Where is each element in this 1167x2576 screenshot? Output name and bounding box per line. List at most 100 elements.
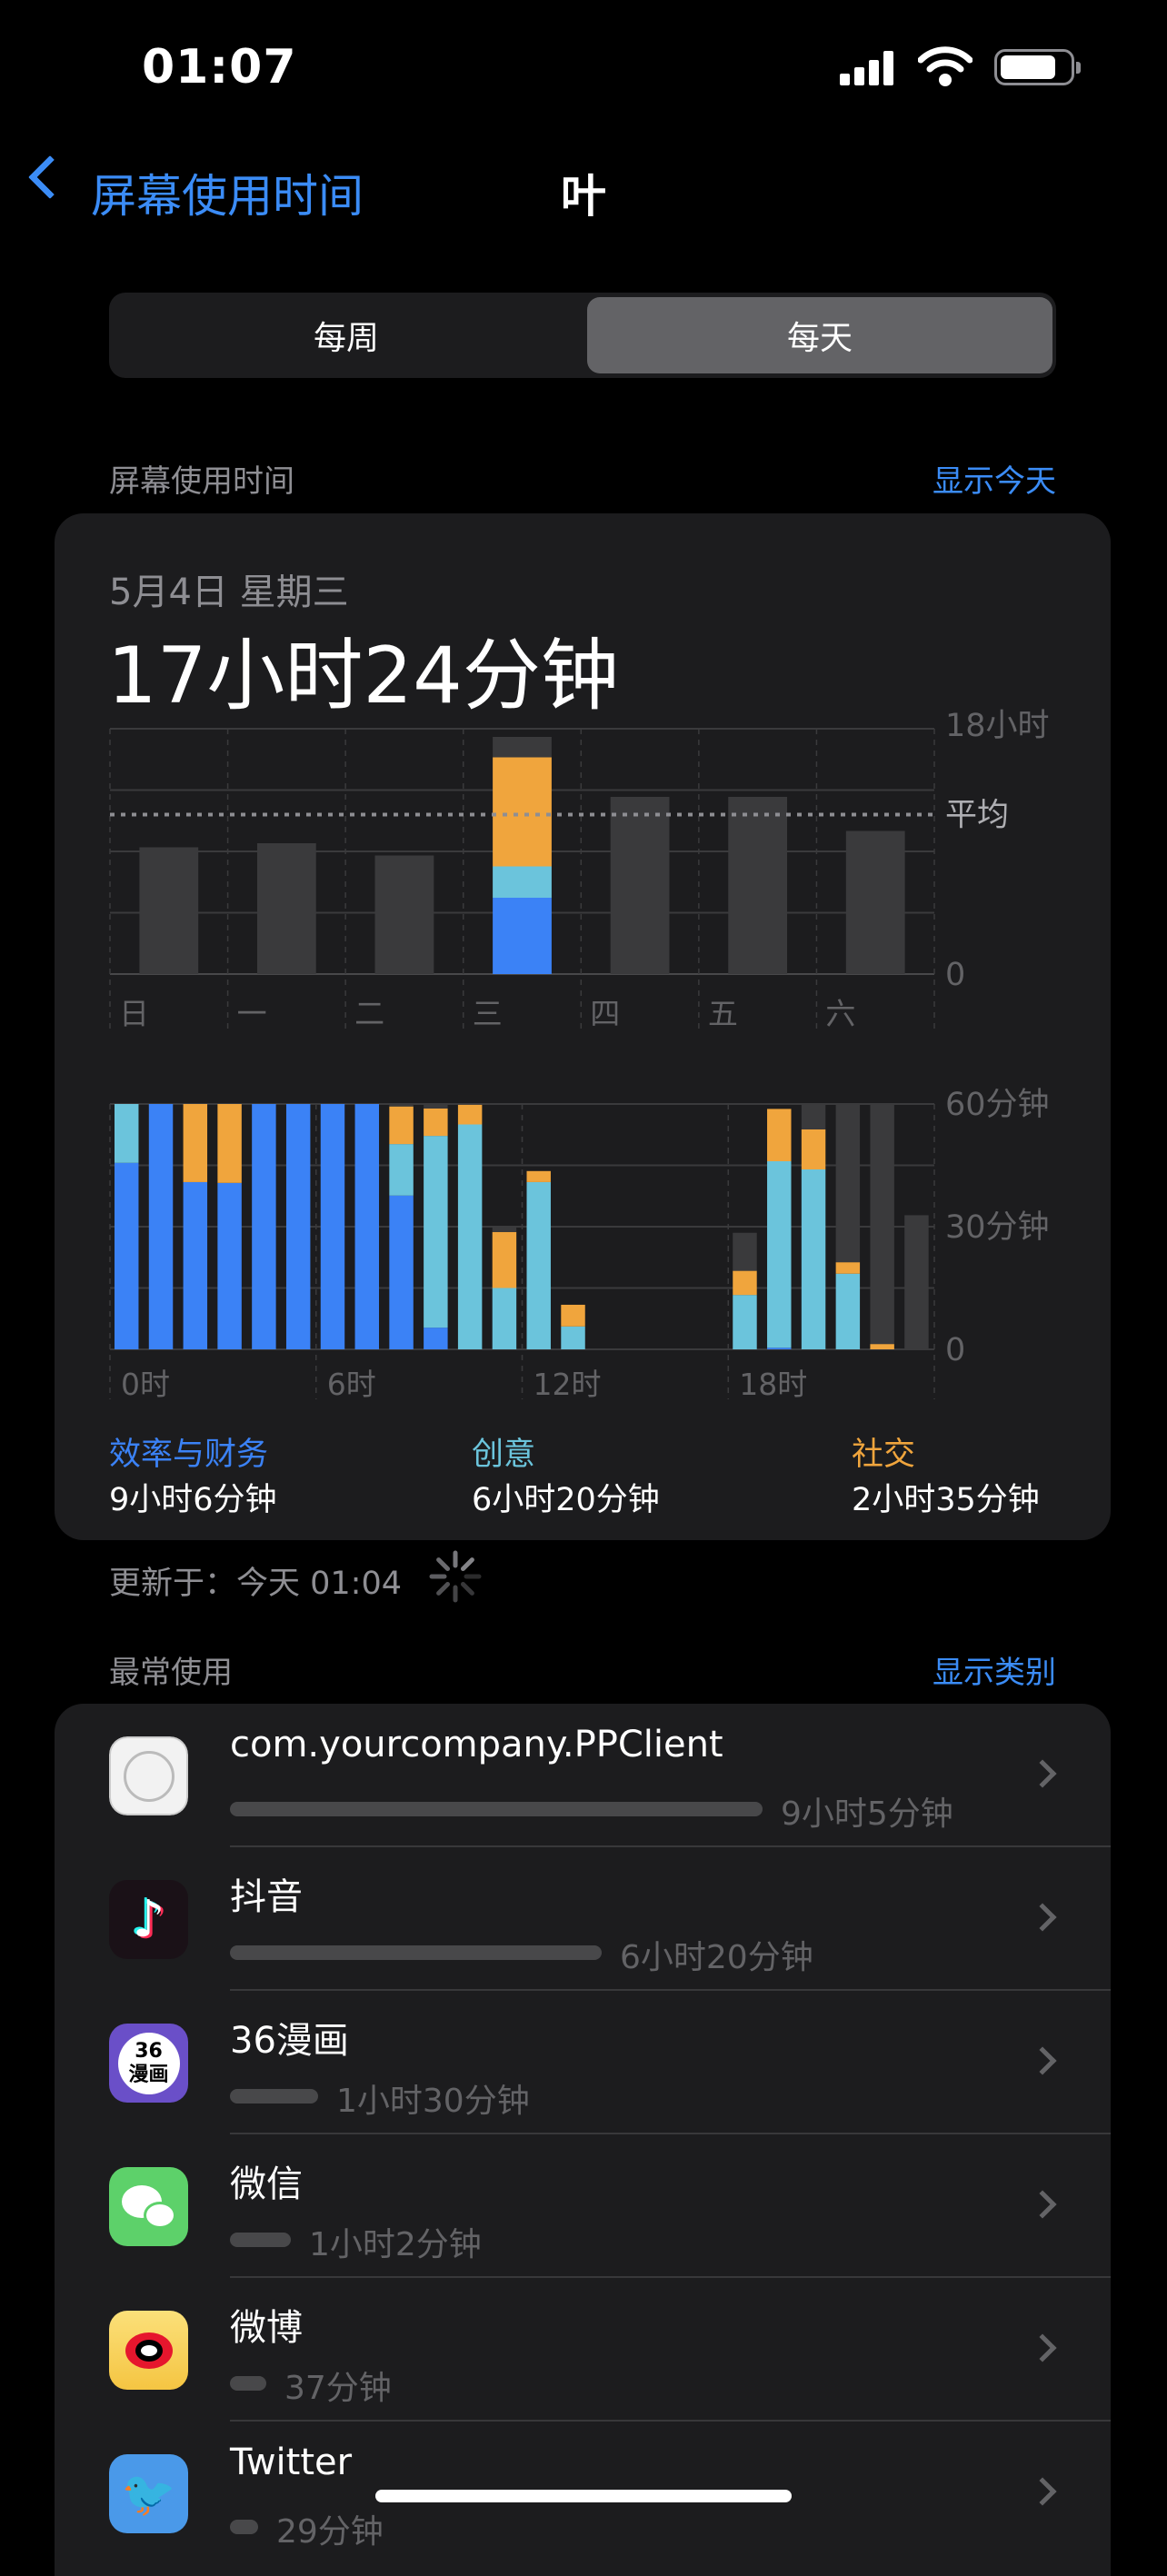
usage-bar bbox=[230, 1802, 763, 1816]
36manhua-icon: 36 漫画 bbox=[109, 2024, 188, 2103]
bar-segment bbox=[493, 757, 552, 867]
day-label: 三 bbox=[473, 996, 503, 1031]
bar-segment bbox=[728, 797, 788, 974]
chevron-right-icon bbox=[1028, 1903, 1057, 1932]
bar-segment bbox=[285, 1104, 311, 1349]
spinner-spoke bbox=[460, 1581, 474, 1596]
back-button[interactable]: 屏幕使用时间 bbox=[91, 170, 364, 223]
y-tick-label: 0 bbox=[945, 957, 965, 993]
usage-time: 1小时30分钟 bbox=[336, 2083, 530, 2120]
bar-segment bbox=[835, 1104, 861, 1263]
bar-segment bbox=[835, 1262, 861, 1274]
usage-bar bbox=[230, 1945, 602, 1960]
app-row[interactable]: ♪ 抖音 6小时20分钟 bbox=[55, 1847, 1111, 1991]
bar-segment bbox=[526, 1181, 551, 1349]
bar-segment bbox=[835, 1273, 861, 1349]
usage-time: 29分钟 bbox=[276, 2513, 384, 2551]
x-tick-label: 12时 bbox=[534, 1367, 602, 1399]
usage-time: 1小时2分钟 bbox=[309, 2226, 482, 2263]
row-divider bbox=[230, 2420, 1111, 2422]
spinner-spoke bbox=[436, 1581, 451, 1596]
bar-segment bbox=[256, 843, 316, 974]
day-label: 一 bbox=[237, 996, 267, 1031]
day-label: 五 bbox=[708, 996, 738, 1031]
category-value: 9小时6分钟 bbox=[109, 1482, 277, 1518]
x-tick-label: 6时 bbox=[327, 1367, 376, 1399]
row-divider bbox=[230, 1845, 1111, 1847]
bar-segment bbox=[801, 1129, 826, 1169]
x-tick-label: 0时 bbox=[121, 1367, 170, 1399]
bar-segment bbox=[870, 1104, 894, 1345]
bar-segment bbox=[561, 1304, 585, 1327]
bar-segment bbox=[252, 1104, 276, 1349]
bar-segment bbox=[389, 1106, 414, 1145]
show-today-link[interactable]: 显示今天 bbox=[933, 463, 1056, 500]
bar-segment bbox=[801, 1169, 826, 1349]
bar-segment bbox=[217, 1182, 242, 1349]
usage-bar bbox=[230, 2233, 291, 2247]
row-divider bbox=[230, 2276, 1111, 2278]
most-used-list: com.yourcompany.PPClient 9小时5分钟 ♪ 抖音 6小时… bbox=[55, 1704, 1111, 2576]
app-row[interactable]: 36 漫画 36漫画 1小时30分钟 bbox=[55, 1991, 1111, 2134]
bar-segment bbox=[845, 830, 905, 974]
wechat-icon bbox=[109, 2167, 188, 2246]
bar-segment bbox=[870, 1344, 894, 1349]
show-categories-link[interactable]: 显示类别 bbox=[933, 1655, 1056, 1691]
bar-segment bbox=[183, 1104, 208, 1182]
app-name: Twitter bbox=[230, 2442, 353, 2483]
app-name: 抖音 bbox=[230, 1876, 303, 1918]
app-name: 微博 bbox=[230, 2307, 303, 2349]
y-tick-label: 30分钟 bbox=[945, 1209, 1050, 1246]
bar-segment bbox=[492, 1227, 517, 1232]
most-used-section-label: 最常使用 bbox=[109, 1655, 233, 1691]
page-title: 叶 bbox=[561, 170, 606, 223]
y-tick-label: 60分钟 bbox=[945, 1087, 1050, 1123]
chevron-right-icon bbox=[1028, 2046, 1057, 2075]
app-row[interactable]: com.yourcompany.PPClient 9小时5分钟 bbox=[55, 1704, 1111, 1847]
app-name: com.yourcompany.PPClient bbox=[230, 1724, 723, 1765]
bar-segment bbox=[767, 1348, 792, 1349]
bar-segment bbox=[217, 1104, 242, 1183]
segment-weekly[interactable]: 每周 bbox=[313, 320, 379, 357]
wifi-icon bbox=[918, 46, 972, 86]
row-divider bbox=[230, 2133, 1111, 2134]
usage-bar bbox=[230, 2520, 258, 2534]
bar-segment bbox=[148, 1104, 174, 1349]
bar-segment bbox=[767, 1109, 792, 1161]
bar-segment bbox=[733, 1232, 757, 1271]
home-indicator[interactable] bbox=[375, 2490, 792, 2502]
bar-segment bbox=[733, 1295, 757, 1349]
loading-spinner-icon bbox=[429, 1550, 482, 1603]
app-row[interactable]: 微信 1小时2分钟 bbox=[55, 2134, 1111, 2278]
bar-segment bbox=[183, 1181, 208, 1349]
spinner-spoke bbox=[460, 1557, 474, 1572]
bar-segment bbox=[139, 847, 199, 974]
douyin-icon: ♪ bbox=[109, 1880, 188, 1959]
spinner-spoke bbox=[436, 1557, 451, 1572]
bar-segment bbox=[389, 1195, 414, 1349]
bar-segment bbox=[492, 1288, 517, 1349]
period-segmented-control[interactable]: 每周 每天 bbox=[109, 293, 1056, 378]
bar-segment bbox=[492, 1231, 517, 1288]
app-row[interactable]: 微博 37分钟 bbox=[55, 2278, 1111, 2422]
x-tick-label: 18时 bbox=[739, 1367, 807, 1399]
bar-segment bbox=[389, 1144, 414, 1196]
bar-segment bbox=[320, 1104, 345, 1349]
total-time: 17小时24分钟 bbox=[107, 631, 619, 721]
category-label: 创意 bbox=[472, 1437, 536, 1473]
chevron-right-icon bbox=[1028, 2333, 1057, 2362]
category-label: 社交 bbox=[852, 1437, 916, 1473]
usage-time: 9小时5分钟 bbox=[781, 1795, 953, 1833]
app-name: 36漫画 bbox=[230, 2020, 349, 2062]
twitter-icon: 🐦 bbox=[109, 2454, 188, 2533]
bar-segment bbox=[115, 1162, 139, 1349]
segment-daily[interactable]: 每天 bbox=[587, 297, 1052, 373]
bar-segment bbox=[801, 1104, 826, 1129]
bar-segment bbox=[115, 1104, 139, 1163]
date-label: 5月4日 星期三 bbox=[109, 572, 349, 613]
category-value: 6小时20分钟 bbox=[472, 1482, 660, 1518]
usage-bar bbox=[230, 2376, 266, 2391]
hourly-chart: 0时 6时 12时 18时 60分钟 30分钟 0 bbox=[109, 1087, 1050, 1399]
bar-segment bbox=[493, 737, 552, 758]
bar-segment bbox=[610, 797, 670, 974]
